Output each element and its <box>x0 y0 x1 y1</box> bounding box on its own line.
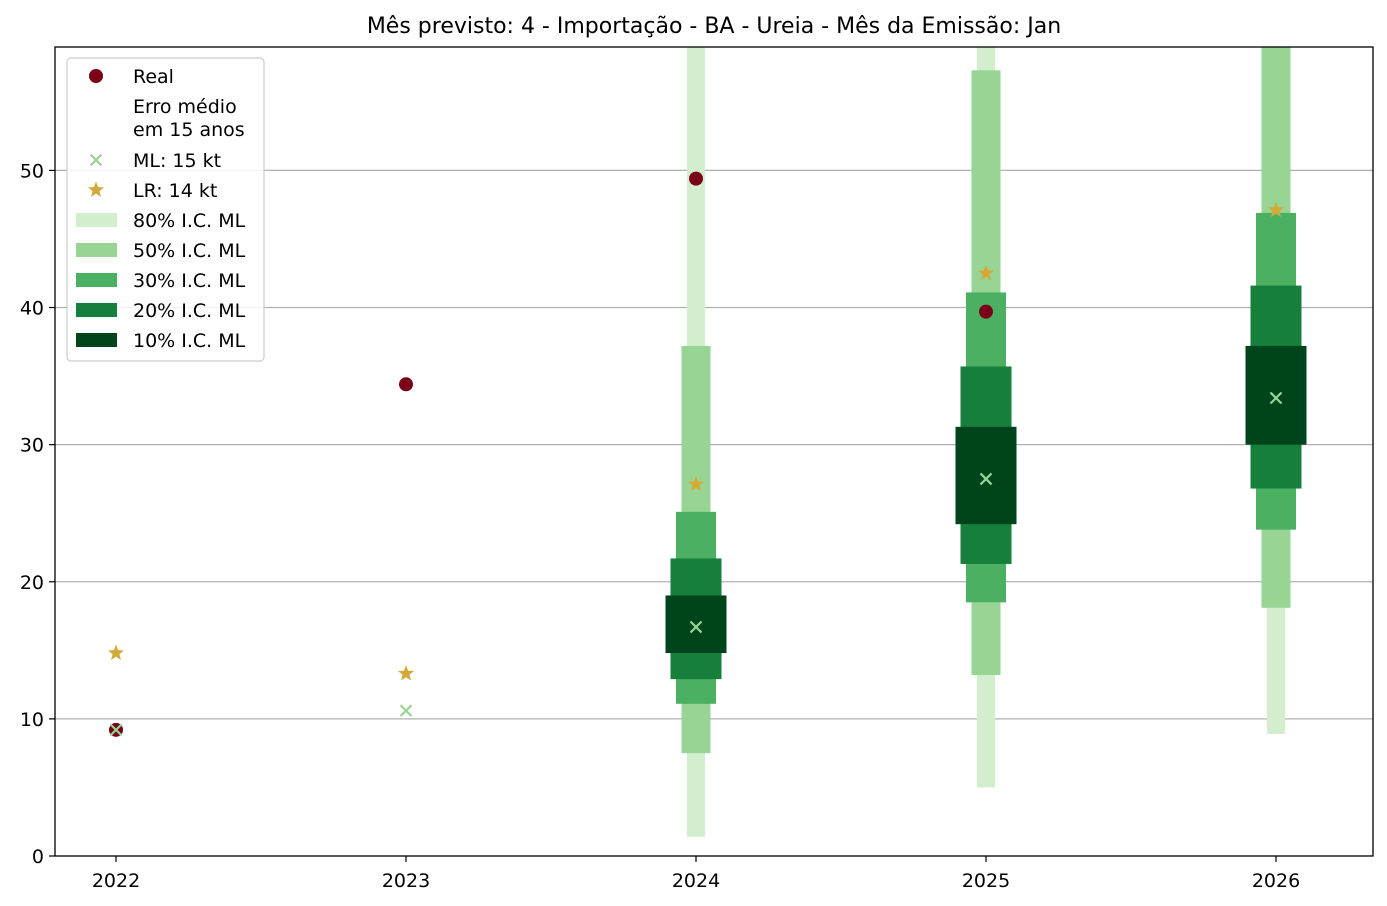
y-tick-label-40: 40 <box>20 298 44 320</box>
legend-swatch-50-i-c-ml <box>76 243 117 257</box>
x-tick-label-2026: 2026 <box>1252 870 1300 892</box>
point-star-2022 <box>107 644 125 660</box>
legend-note-line-1: Erro médio <box>133 96 237 118</box>
x-tick-label-2022: 2022 <box>92 870 140 892</box>
legend-label-ml-15-kt: ML: 15 kt <box>133 150 221 172</box>
point-x-2026-stroke-b <box>1269 391 1283 405</box>
point-x-2023 <box>399 704 413 717</box>
legend-note-line-2: em 15 anos <box>133 119 245 141</box>
chart-title: Mês previsto: 4 - Importação - BA - Urei… <box>367 14 1061 39</box>
point-star-2023 <box>397 665 415 681</box>
y-tick-label-0: 0 <box>32 846 44 868</box>
interval-bands <box>665 47 1307 837</box>
y-tick-label-50: 50 <box>20 160 44 182</box>
legend-label-80-i-c-ml: 80% I.C. ML <box>133 210 246 232</box>
y-tick-label-20: 20 <box>20 572 44 594</box>
y-tick-label-10: 10 <box>20 709 44 731</box>
band-10-i-c-ml-2024 <box>665 595 727 654</box>
point-circle-2025 <box>979 304 993 319</box>
legend-swatch-20-i-c-ml <box>76 303 117 317</box>
legend-label-real: Real <box>133 66 174 88</box>
point-x-2025 <box>979 472 993 486</box>
point-circle-2023 <box>399 377 413 392</box>
legend-swatch-10-i-c-ml <box>76 333 117 347</box>
legend-marker-real <box>89 69 103 83</box>
legend-label-20-i-c-ml: 20% I.C. ML <box>133 300 246 322</box>
point-x-2022 <box>109 723 123 737</box>
point-x-2025-stroke-b <box>979 472 993 486</box>
point-x-2026 <box>1269 391 1283 405</box>
point-x-2023-stroke-b <box>399 704 413 717</box>
y-tick-label-30: 30 <box>20 435 44 457</box>
legend-label-50-i-c-ml: 50% I.C. ML <box>133 240 246 262</box>
x-tick-label-2023: 2023 <box>382 870 430 892</box>
legend-marker-lr-14-kt <box>87 181 105 197</box>
point-star-2025 <box>977 264 995 281</box>
grid-lines <box>55 169 1373 720</box>
axis-ticks: 2022 2023 2024 2025 2026 0 10 20 30 40 50 <box>20 160 1300 892</box>
legend-swatch-80-i-c-ml <box>76 213 117 227</box>
legend-label-lr-14-kt: LR: 14 kt <box>133 180 217 202</box>
band-10-i-c-ml-2025 <box>955 426 1017 525</box>
legend-marker-ml-15-kt <box>89 153 103 167</box>
x-tick-label-2025: 2025 <box>962 870 1010 892</box>
plot-frame <box>54 46 1374 857</box>
point-x-2024 <box>689 620 703 634</box>
point-star-2026 <box>1267 201 1285 218</box>
point-x-2024-stroke-b <box>689 620 703 634</box>
data-points <box>107 171 1285 737</box>
point-star-2024 <box>687 475 705 492</box>
legend-marker-ml-15-kt-stroke-b <box>89 153 103 167</box>
point-circle-2024 <box>689 171 703 186</box>
band-10-i-c-ml-2026 <box>1245 345 1307 445</box>
legend-label-30-i-c-ml: 30% I.C. ML <box>133 270 246 292</box>
band-80-i-c-ml-2026 <box>1267 607 1285 734</box>
legend-label-10-i-c-ml: 10% I.C. ML <box>133 330 246 352</box>
legend-swatch-30-i-c-ml <box>76 273 117 287</box>
x-tick-label-2024: 2024 <box>672 870 720 892</box>
point-x-2022-stroke-b <box>109 723 123 737</box>
